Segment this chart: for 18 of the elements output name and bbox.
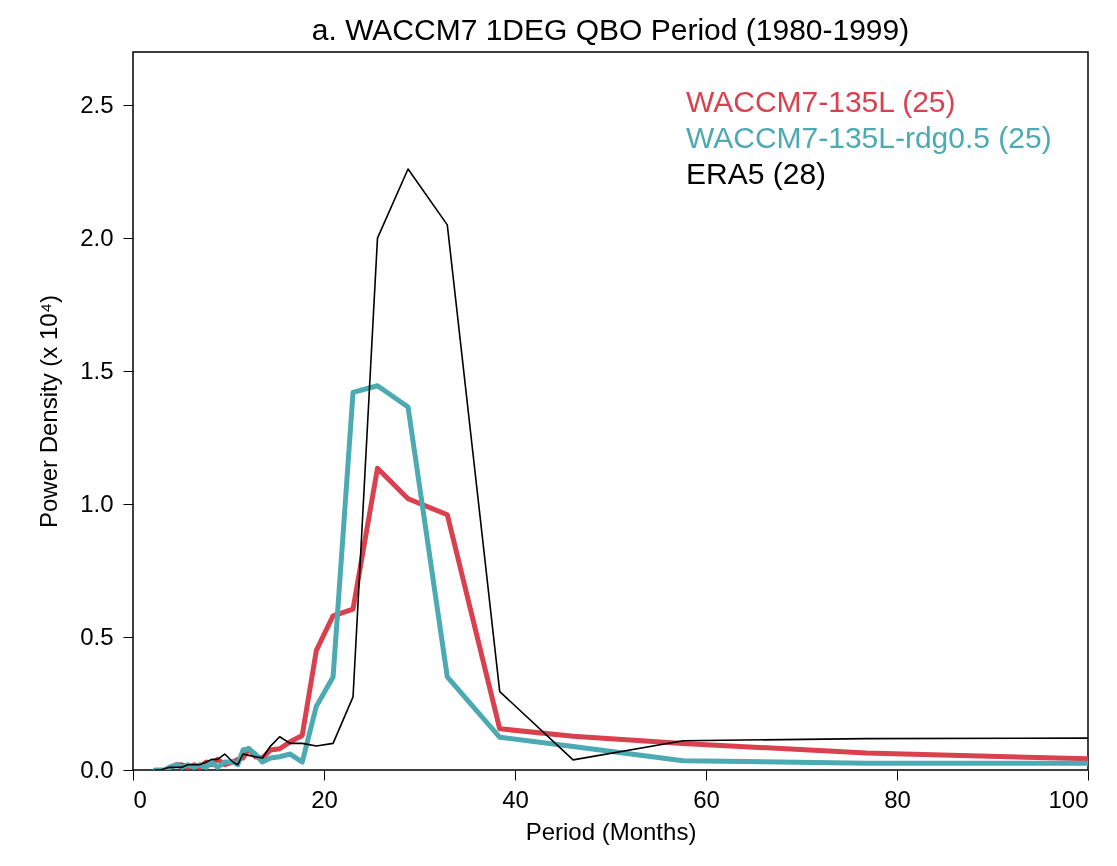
- text: WACCM7-135L-rdg0.5 (25): [686, 121, 1052, 154]
- y-tick-label: 0.0: [80, 755, 114, 783]
- text: ERA5 (28): [686, 157, 827, 190]
- x-tick-label: 0: [133, 785, 147, 813]
- x-tick-label: 60: [693, 785, 720, 813]
- y-axis-title: Power Density (x 10⁴): [35, 294, 63, 529]
- x-tick-label: 80: [884, 785, 911, 813]
- text: WACCM7-135L (25): [686, 85, 956, 118]
- x-tick-label: 20: [311, 785, 338, 813]
- y-tick-label: 0.5: [80, 622, 114, 650]
- y-tick-label: 1.5: [80, 356, 114, 384]
- y-tick-label: 2.5: [80, 90, 114, 118]
- x-tick-label: 100: [1048, 785, 1089, 813]
- y-tick-label: 1.0: [80, 489, 114, 517]
- y-tick-label: 2.0: [80, 223, 114, 251]
- chart-title: a. WACCM7 1DEG QBO Period (1980-1999): [311, 13, 910, 46]
- x-axis-title: Period (Months): [525, 817, 697, 845]
- x-tick-label: 40: [502, 785, 529, 813]
